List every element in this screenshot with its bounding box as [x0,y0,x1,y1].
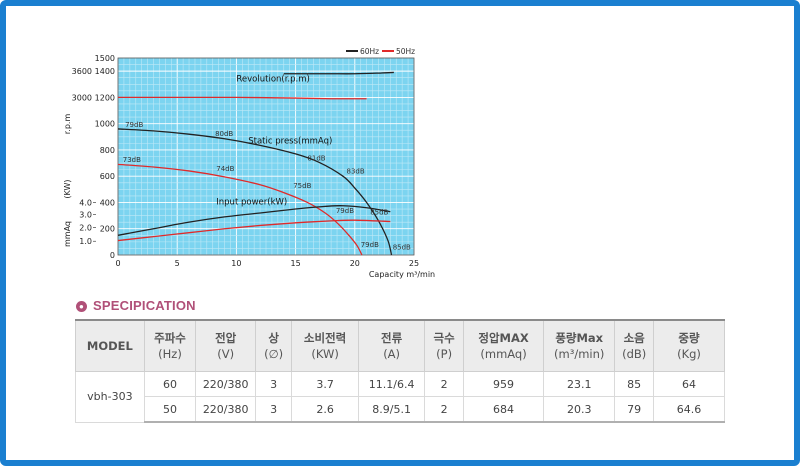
y-axis-label: (KW) [63,179,72,198]
y-tick-label: 1000 [95,120,115,129]
legend-label-50Hz: 50Hz [396,47,415,56]
table-cell: 60 [143,371,197,397]
table-cell: 3.7 [291,371,359,397]
rpm-tick-label: 3000 [72,93,92,102]
x-tick-label: 15 [291,259,301,268]
y-axis-label: mmAq [63,221,72,247]
series-line-revolution-50Hz [118,96,367,100]
table-cell: 79 [614,396,655,423]
annotation-input-power: Input power(kW) [216,197,287,207]
y-tick-label: 0 [110,251,115,260]
series-line-static_press-50Hz [117,163,363,256]
db-label: 79dB [361,241,379,249]
table-cell: 64.6 [653,396,725,423]
y-tick-label: 1500 [95,54,115,63]
performance-chart: 0 5 10 15 20 25020040060080010001200140015003… [63,47,435,279]
header-current: 전류 (A) [357,319,426,372]
header-voltage: 전압 (V) [195,319,257,372]
db-label: 83dB [347,168,365,176]
table-cell: 8.9/5.1 [357,396,426,423]
header-phase: 상 (∅) [255,319,293,372]
y-tick-label: 400 [100,198,115,207]
table-cell: 959 [462,371,545,397]
db-label: 75dB [293,182,311,190]
header-static-max: 정압MAX (mmAq) [462,319,545,372]
table-cell: 220/380 [195,371,257,397]
spec-table: MODEL 주파수 (Hz) 전압 (V) 상 (∅) 소비전력 (KW) 전류 (A) … [75,319,725,423]
annotation-revolution: Revolution(r.p.m) [236,75,309,85]
db-label: 80dB [215,130,233,138]
y-tick-label: 1200 [95,93,115,102]
kw-tick-label: 4.0 [79,198,92,207]
y-tick-label: 200 [100,225,115,234]
table-cell: 85 [614,371,655,397]
series-line-input_power-60Hz [117,205,391,236]
table-cell: 2 [424,396,464,423]
table-cell: 684 [462,396,545,423]
annotation-static-press: Static press(mmAq) [248,136,332,146]
db-label: 74dB [216,165,234,173]
y-axis-label: r.p.m [63,114,72,135]
table-cell: 2 [424,371,464,397]
kw-tick-label: 1.0 [79,237,92,246]
table-cell: 20.3 [543,396,616,423]
db-label: 85dB [370,208,388,216]
table-cell: 23.1 [543,371,616,397]
db-label: 81dB [307,154,325,162]
table-cell: 64 [653,371,725,397]
y-tick-label: 1400 [95,67,115,76]
series-line-input_power-50Hz [117,219,391,242]
db-label: 85dB [393,244,411,252]
spec-title-text: SPECIPICATION [93,298,196,313]
db-label: 79dB [336,207,354,215]
x-tick-label: 0 [115,259,120,268]
legend-label-60Hz: 60Hz [360,47,379,56]
header-noise: 소음 (dB) [614,319,655,372]
table-row: vbh-303 60 220/380 3 3.7 11.1/6.4 2 959 … [75,371,725,423]
spec-section-title: ● SPECIPICATION [76,298,196,313]
table-cell: 3 [255,371,293,397]
header-power: 소비전력 (KW) [291,319,359,372]
series-line-revolution-60Hz [283,71,394,75]
db-label: 79dB [125,121,143,129]
x-tick-label: 10 [231,259,241,268]
table-cell: 3 [255,396,293,423]
header-poles: 극수 (P) [424,319,464,372]
x-tick-label: 25 [409,259,419,268]
x-axis-label: Capacity m³/min [369,270,435,279]
plot-border [117,57,415,256]
kw-tick-label: 2.0 [79,223,92,232]
table-cell: 220/380 [195,396,257,423]
x-tick-label: 20 [350,259,360,268]
db-label: 73dB [123,156,141,164]
rpm-tick-label: 3600 [72,67,92,76]
spec-header-row: MODEL 주파수 (Hz) 전압 (V) 상 (∅) 소비전력 (KW) 전류 (A) … [75,319,725,372]
y-tick-label: 600 [100,172,115,181]
y-tick-label: 800 [100,146,115,155]
kw-tick-label: 3.0 [79,210,92,219]
table-row: 50 220/380 3 2.6 8.9/5.1 2 684 20.3 79 6… [76,396,725,423]
header-weight: 중량 (Kg) [653,319,725,372]
table-cell: 50 [143,396,197,423]
header-frequency: 주파수 (Hz) [143,319,197,372]
header-airflow-max: 풍량Max (m³/min) [543,319,616,372]
spec-bullet-icon: ● [76,301,87,312]
table-cell: 11.1/6.4 [357,371,426,397]
model-cell: vbh-303 [75,371,145,423]
table-cell: 2.6 [291,396,359,423]
x-tick-label: 5 [175,259,180,268]
header-model: MODEL [75,319,145,372]
